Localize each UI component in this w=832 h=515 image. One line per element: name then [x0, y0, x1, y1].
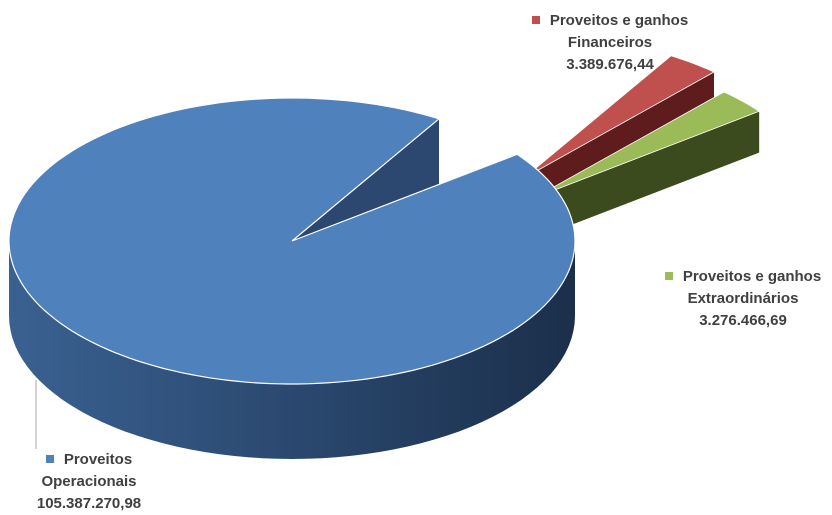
slice-label-line1: Proveitos e ganhos: [549, 12, 689, 29]
pie-slices: [8, 55, 760, 459]
legend-swatch-operacionais: [45, 455, 54, 464]
legend-swatch-financeiros: [531, 16, 540, 25]
slice-top: [523, 55, 715, 179]
slice-label-line2: Extraordinários: [687, 290, 799, 307]
slice-label-line1: Proveitos e ganhos: [682, 268, 822, 285]
slice-label-financeiros: Proveitos e ganhos Financeiros 3.389.676…: [505, 10, 715, 76]
slice-rim: [9, 241, 575, 459]
slice-top: [8, 97, 576, 385]
slice-value: 3.389.676,44: [566, 56, 654, 73]
slice-extraordinarios: [533, 91, 760, 240]
slice-label-line1: Proveitos: [63, 451, 133, 468]
slice-wall: [534, 111, 760, 240]
slice-label-line2: Operacionais: [41, 473, 137, 490]
slice-label-operacionais: Proveitos Operacionais 105.387.270,98: [14, 449, 164, 515]
slice-top: [533, 91, 760, 199]
slice-operacionais: [8, 97, 576, 459]
slice-label-extraordinarios: Proveitos e ganhos Extraordinários 3.276…: [648, 266, 832, 332]
slice-value: 105.387.270,98: [36, 495, 142, 512]
slice-label-line2: Financeiros: [567, 34, 653, 51]
legend-swatch-extraordinarios: [664, 272, 673, 281]
slice-value: 3.276.466,69: [699, 312, 787, 329]
